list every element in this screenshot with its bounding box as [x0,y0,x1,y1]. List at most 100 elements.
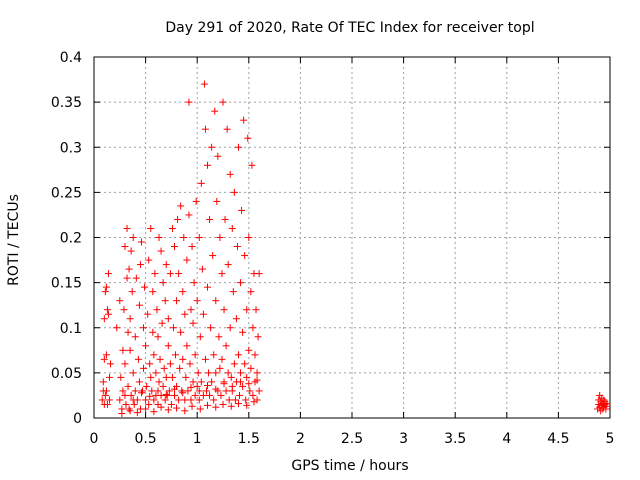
data-point [230,360,238,368]
data-point [193,382,201,390]
data-point [215,333,223,341]
data-point [150,408,158,416]
data-point [142,405,150,413]
data-point [245,380,253,388]
data-point [105,373,113,381]
data-point [123,274,131,282]
data-point [245,346,253,354]
data-point [212,369,220,377]
y-tick-label: 0.25 [51,185,82,201]
data-point [249,391,257,399]
data-point [136,261,144,269]
data-point [201,355,209,363]
data-point [177,202,185,210]
data-point [242,396,250,404]
data-point [237,279,245,287]
y-tick-label: 0.05 [51,366,82,382]
data-point [213,197,221,205]
data-point [234,400,242,408]
data-point [166,360,174,368]
chart-title: Day 291 of 2020, Rate Of TEC Index for r… [165,20,534,36]
data-point [255,270,263,278]
data-point [212,385,220,393]
data-point [159,382,167,390]
data-point [191,351,199,359]
data-point [195,234,203,241]
data-point [183,342,191,350]
data-point [164,315,172,323]
x-tick-label: 2 [296,431,305,447]
data-point [173,404,181,412]
data-point [137,238,145,246]
data-point [133,409,141,417]
data-point [162,391,170,399]
data-point [129,369,137,377]
data-point [152,369,160,377]
data-point [218,355,226,363]
data-point [159,279,167,287]
x-tick-label: 4.5 [547,431,569,447]
data-point [216,234,224,241]
data-point [179,389,187,397]
data-point [180,234,188,241]
data-point [208,143,216,151]
data-point [149,328,157,336]
data-point [135,301,143,309]
data-point [195,396,203,404]
data-point [166,270,174,278]
data-point [170,243,178,251]
data-point [129,396,137,404]
grid-lines [94,57,610,418]
data-point [147,224,155,232]
data-point [188,243,196,251]
data-point [196,405,204,413]
data-point [189,378,197,386]
data-point [130,400,138,408]
data-point [216,364,224,372]
data-point [126,346,134,354]
data-point [156,355,164,363]
data-point [222,387,230,395]
data-point [253,396,261,404]
data-point [165,387,173,395]
data-point [127,391,135,399]
data-points [98,80,611,417]
data-point [208,378,216,386]
data-point [226,170,234,178]
data-point [230,188,238,196]
data-point [139,387,147,395]
data-point [212,403,220,411]
data-point [224,261,232,269]
y-tick-label: 0 [73,411,82,427]
data-point [182,373,190,381]
data-point [226,324,234,332]
data-point [146,392,154,400]
data-point [252,306,260,314]
data-point [204,401,212,409]
data-point [195,387,203,395]
data-point [140,364,148,372]
y-tick-label: 0.2 [60,231,82,247]
data-point [206,215,214,223]
x-tick-label: 1 [193,431,202,447]
data-point [181,310,189,318]
data-point [219,400,227,408]
data-point [162,261,170,269]
data-point [210,351,218,359]
data-point [98,396,106,404]
data-point [132,274,140,282]
y-tick-label: 0.1 [60,321,82,337]
data-point [157,247,165,255]
data-point [204,382,212,390]
data-point [116,297,124,305]
data-point [240,116,248,124]
data-point [168,224,176,232]
data-point [234,351,242,359]
data-point [192,197,200,205]
data-point [247,288,255,296]
data-point [603,400,611,408]
data-point [206,391,214,399]
data-point [164,342,172,350]
data-point [142,342,150,350]
